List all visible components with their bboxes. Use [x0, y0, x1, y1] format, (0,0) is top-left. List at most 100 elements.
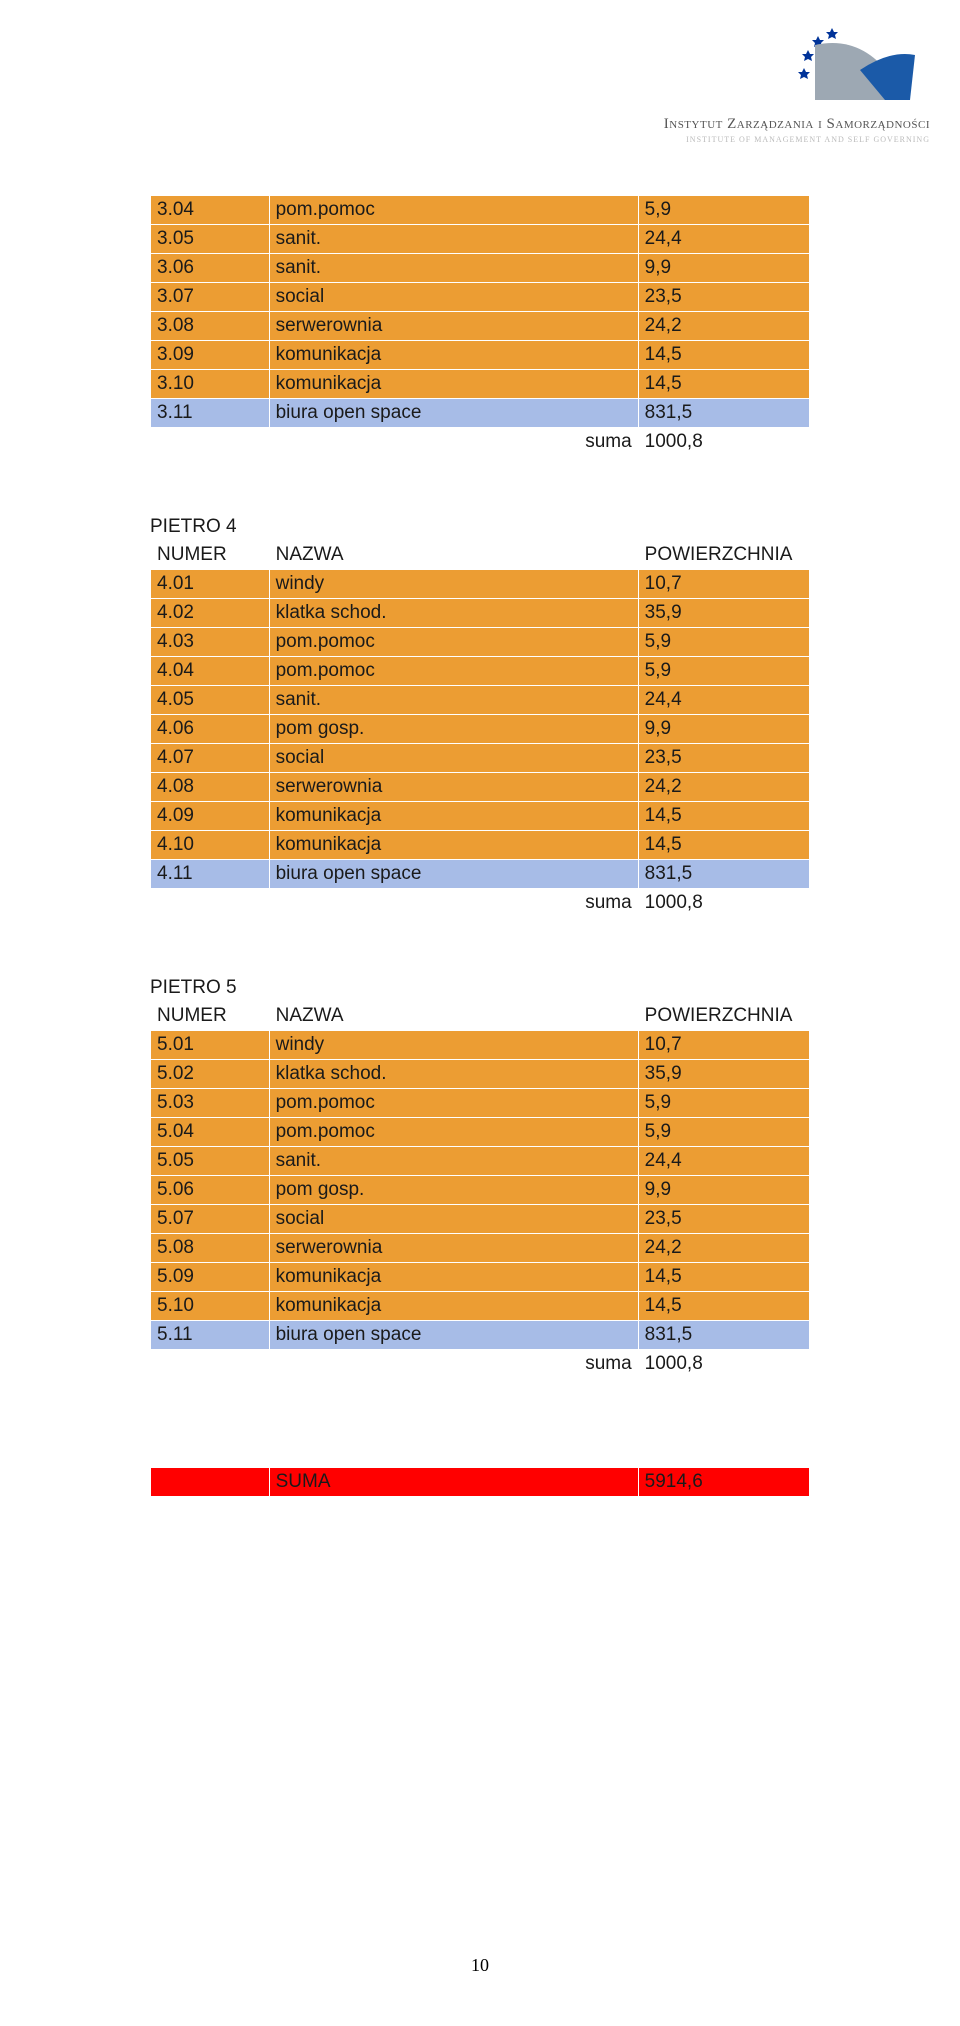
- cell-c2: pom.pomoc: [269, 1089, 638, 1118]
- cell-c3: 9,9: [638, 254, 809, 283]
- cell-c1: 5.09: [151, 1263, 270, 1292]
- table-row: 5.07social23,5: [151, 1205, 810, 1234]
- cell-c2: suma: [269, 889, 638, 918]
- table-row: 4.01windy10,7: [151, 570, 810, 599]
- cell-c3: 14,5: [638, 1263, 809, 1292]
- cell-c1: 3.10: [151, 370, 270, 399]
- cell-c3: 5,9: [638, 628, 809, 657]
- table-row: 4.06pom gosp.9,9: [151, 715, 810, 744]
- cell-c2: social: [269, 744, 638, 773]
- cell-c2: sanit.: [269, 254, 638, 283]
- cell-c2: serwerownia: [269, 1234, 638, 1263]
- cell-c1: 3.07: [151, 283, 270, 312]
- table-row: 3.07social23,5: [151, 283, 810, 312]
- table-row: 5.01windy10,7: [151, 1031, 810, 1060]
- cell-c3: 1000,8: [638, 889, 809, 918]
- cell-c2: pom.pomoc: [269, 628, 638, 657]
- total-table: SUMA5914,6: [150, 1438, 810, 1497]
- table-header-row: NUMERNAZWAPOWIERZCHNIA: [151, 1002, 810, 1031]
- cell-c1: [151, 428, 270, 457]
- cell-c3: 5,9: [638, 1118, 809, 1147]
- room-table: NUMERNAZWAPOWIERZCHNIA4.01windy10,74.02k…: [150, 540, 810, 947]
- cell-c3: 14,5: [638, 370, 809, 399]
- cell-c1: 4.09: [151, 802, 270, 831]
- cell-c2: pom gosp.: [269, 715, 638, 744]
- cell-c2: pom.pomoc: [269, 196, 638, 225]
- cell-c3: 24,4: [638, 225, 809, 254]
- cell-c2: pom gosp.: [269, 1176, 638, 1205]
- cell-c3: 24,2: [638, 773, 809, 802]
- table-row: 4.10komunikacja14,5: [151, 831, 810, 860]
- cell-c2: komunikacja: [269, 1263, 638, 1292]
- cell-c1: 4.10: [151, 831, 270, 860]
- cell-c2: social: [269, 283, 638, 312]
- table-row: suma1000,8: [151, 889, 810, 918]
- table-row: 4.08serwerownia24,2: [151, 773, 810, 802]
- table-row: 5.09komunikacja14,5: [151, 1263, 810, 1292]
- logo-icon: [760, 20, 930, 110]
- table-row: 5.08serwerownia24,2: [151, 1234, 810, 1263]
- cell-c3: 9,9: [638, 1176, 809, 1205]
- total-cell-blank: [151, 1468, 270, 1497]
- table-row: 4.07social23,5: [151, 744, 810, 773]
- cell-c3: 24,4: [638, 1147, 809, 1176]
- cell-c2: suma: [269, 428, 638, 457]
- cell-c3: 10,7: [638, 570, 809, 599]
- cell-c3: 24,2: [638, 312, 809, 341]
- cell-c1: 5.10: [151, 1292, 270, 1321]
- cell-c1: 3.04: [151, 196, 270, 225]
- cell-c1: 3.06: [151, 254, 270, 283]
- cell-c1: 4.07: [151, 744, 270, 773]
- cell-c3: 23,5: [638, 283, 809, 312]
- cell-c2: pom.pomoc: [269, 657, 638, 686]
- cell-c3: 1000,8: [638, 428, 809, 457]
- cell-c3: 831,5: [638, 399, 809, 428]
- table-row: 5.02klatka schod.35,9: [151, 1060, 810, 1089]
- page-number: 10: [0, 1955, 960, 1976]
- content-area: 3.04pom.pomoc5,93.05sanit.24,43.06sanit.…: [0, 0, 960, 1547]
- header-cell-c2: NAZWA: [269, 1002, 638, 1031]
- table-row: 5.03pom.pomoc5,9: [151, 1089, 810, 1118]
- cell-c1: 4.06: [151, 715, 270, 744]
- cell-c1: [151, 889, 270, 918]
- header-cell-c1: NUMER: [151, 541, 270, 570]
- cell-c1: 5.02: [151, 1060, 270, 1089]
- cell-c2: sanit.: [269, 225, 638, 254]
- table-row: 5.10komunikacja14,5: [151, 1292, 810, 1321]
- section-title: PIETRO 4: [150, 516, 810, 540]
- cell-c1: 3.09: [151, 341, 270, 370]
- document-page: Instytut Zarządzania i Samorządności INS…: [0, 0, 960, 2026]
- table-row: 4.02klatka schod.35,9: [151, 599, 810, 628]
- table-row: 3.05sanit.24,4: [151, 225, 810, 254]
- table-row: 3.10komunikacja14,5: [151, 370, 810, 399]
- cell-c3: 35,9: [638, 599, 809, 628]
- cell-c1: 4.04: [151, 657, 270, 686]
- total-row: SUMA5914,6: [151, 1468, 810, 1497]
- cell-c2: serwerownia: [269, 312, 638, 341]
- cell-c1: 5.08: [151, 1234, 270, 1263]
- total-cell-value: 5914,6: [638, 1468, 809, 1497]
- table-row: 3.09komunikacja14,5: [151, 341, 810, 370]
- header-cell-c3: POWIERZCHNIA: [638, 1002, 809, 1031]
- cell-c3: 14,5: [638, 1292, 809, 1321]
- logo-subtitle: INSTITUTE OF MANAGEMENT AND SELF GOVERNI…: [664, 135, 930, 144]
- cell-c1: 4.01: [151, 570, 270, 599]
- cell-c1: 5.07: [151, 1205, 270, 1234]
- cell-c1: 3.11: [151, 399, 270, 428]
- cell-c2: komunikacja: [269, 370, 638, 399]
- cell-c1: 3.05: [151, 225, 270, 254]
- cell-c1: [151, 1350, 270, 1379]
- table-row: 3.04pom.pomoc5,9: [151, 196, 810, 225]
- cell-c1: 4.05: [151, 686, 270, 715]
- cell-c1: 5.03: [151, 1089, 270, 1118]
- cell-c2: windy: [269, 570, 638, 599]
- cell-c3: 24,4: [638, 686, 809, 715]
- cell-c2: pom.pomoc: [269, 1118, 638, 1147]
- cell-c3: 35,9: [638, 1060, 809, 1089]
- cell-c2: sanit.: [269, 1147, 638, 1176]
- cell-c1: 3.08: [151, 312, 270, 341]
- cell-c2: klatka schod.: [269, 599, 638, 628]
- cell-c1: 5.01: [151, 1031, 270, 1060]
- room-table: NUMERNAZWAPOWIERZCHNIA5.01windy10,75.02k…: [150, 1001, 810, 1408]
- cell-c2: komunikacja: [269, 831, 638, 860]
